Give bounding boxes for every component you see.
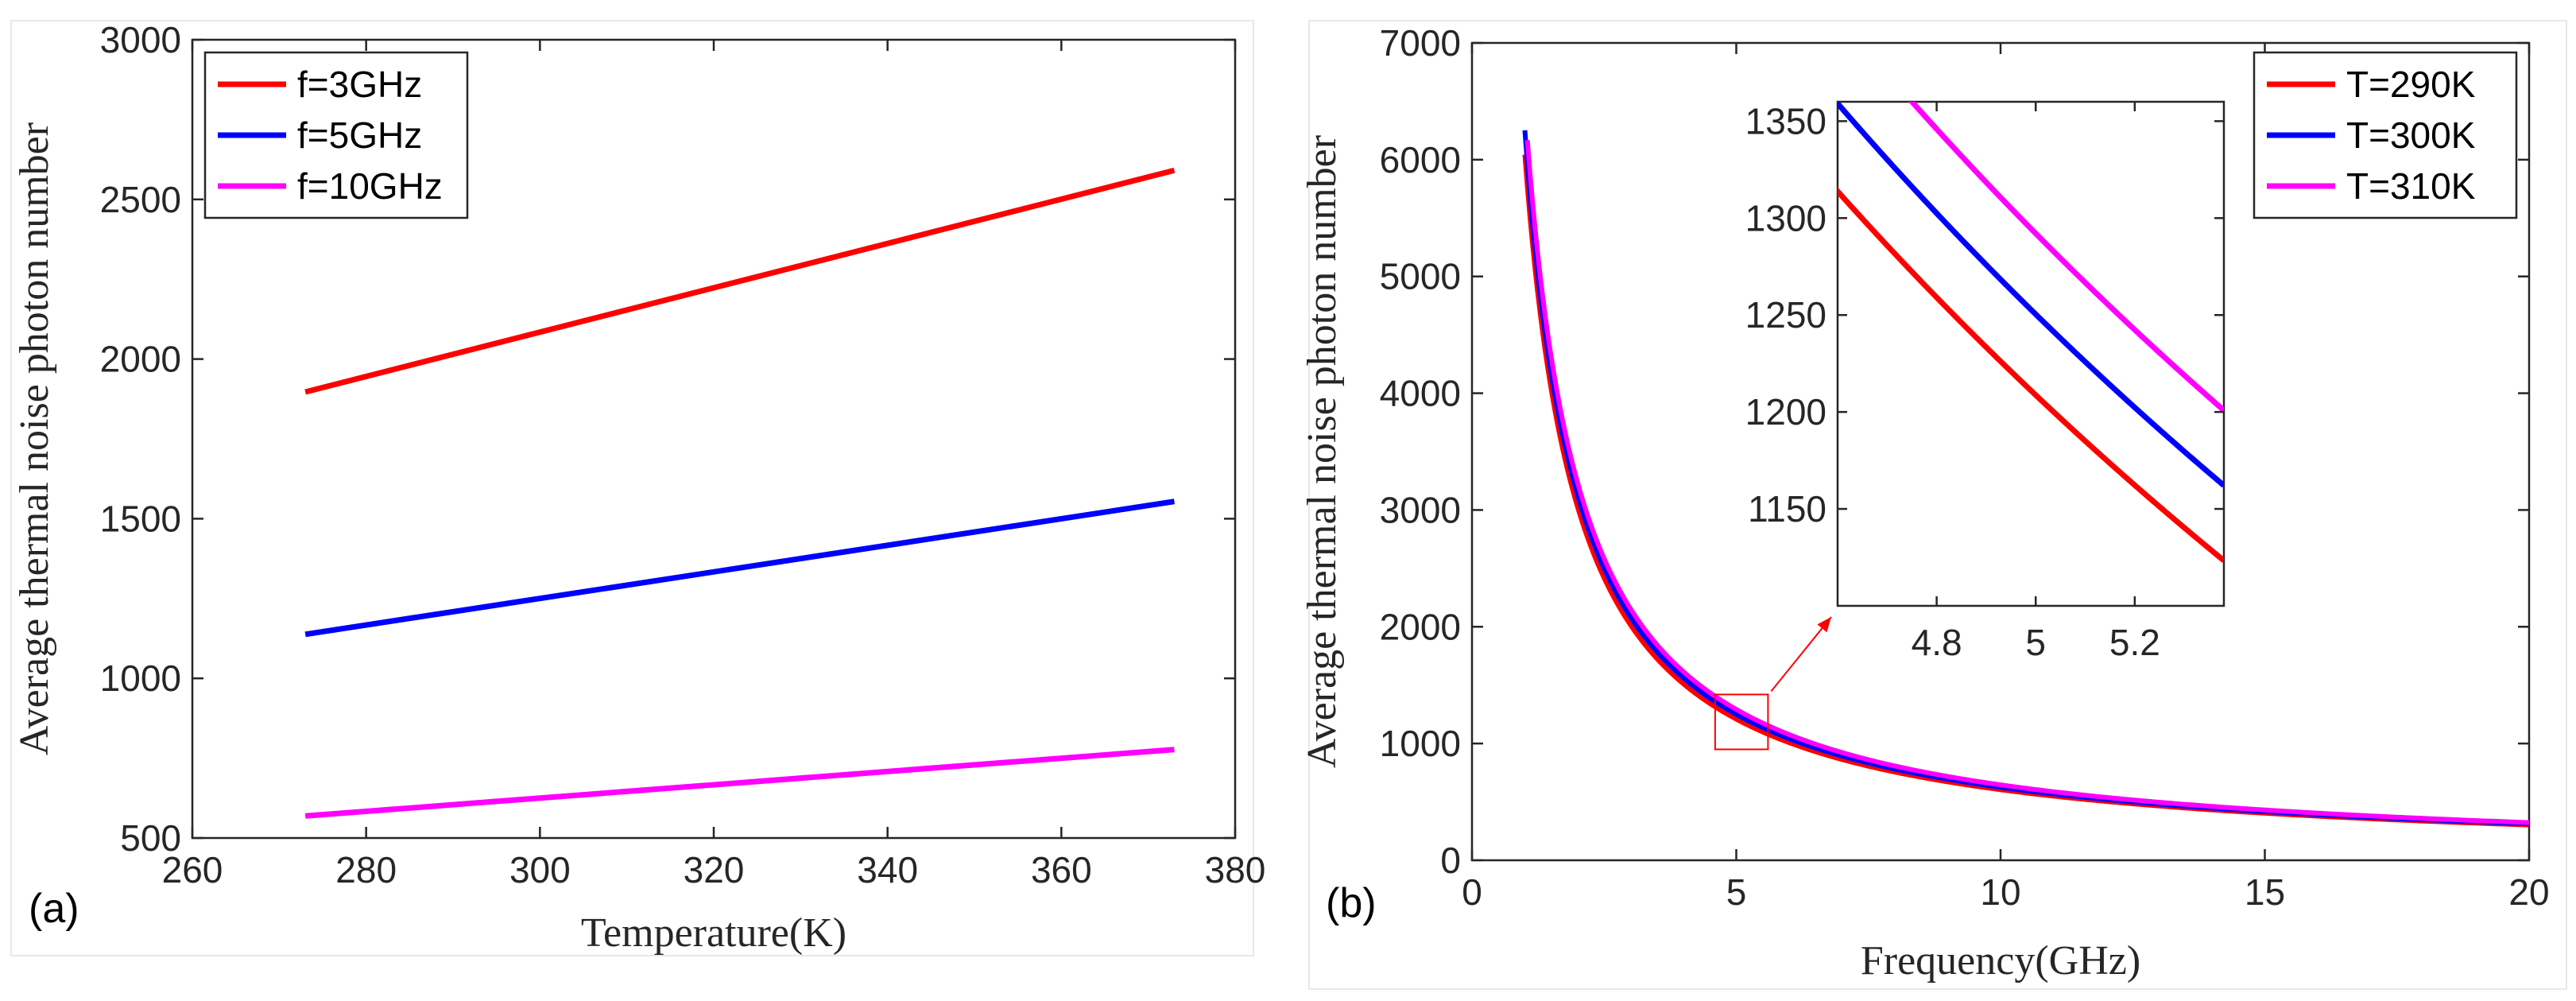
panel-a-legend-label: f=5GHz bbox=[297, 114, 422, 156]
panel-a-x-tick-label: 380 bbox=[1205, 849, 1266, 890]
zoom-arrow-line bbox=[1770, 616, 1832, 693]
panel-a-x-tick-label: 360 bbox=[1031, 849, 1092, 890]
panel-a-x-tick-label: 300 bbox=[509, 849, 571, 890]
panel-a-border bbox=[10, 20, 1254, 956]
panel-b-x-tick-label: 5 bbox=[1726, 871, 1747, 913]
panel-a-legend-label: f=3GHz bbox=[297, 64, 422, 105]
panel-b-y-tick-label: 2000 bbox=[1380, 606, 1461, 647]
panel-b-panel-label: (b) bbox=[1326, 880, 1377, 926]
panel-b-legend-label: T=310K bbox=[2346, 165, 2476, 207]
inset-y-tick-label: 1250 bbox=[1745, 294, 1826, 336]
inset-series-line bbox=[1838, 187, 2224, 563]
panel-a-y-axis-label: Average thermal noise photon number bbox=[12, 122, 57, 755]
inset-x-tick-label: 4.8 bbox=[1912, 622, 1962, 663]
panel-a-x-tick-label: 320 bbox=[684, 849, 745, 890]
panel-a-y-tick-label: 1000 bbox=[100, 658, 181, 699]
zoom-arrow-head bbox=[1817, 617, 1831, 633]
inset-x-tick-label: 5.2 bbox=[2109, 622, 2160, 663]
panel-b-x-tick-label: 10 bbox=[1980, 871, 2020, 913]
panel-a-x-tick-label: 260 bbox=[162, 849, 223, 890]
panel-a-series-line bbox=[304, 167, 1176, 395]
panel-b-y-tick-label: 1000 bbox=[1380, 723, 1461, 764]
panel-a-legend-label: f=10GHz bbox=[297, 165, 443, 207]
inset-x-tick-label: 5 bbox=[2025, 622, 2046, 663]
panel-b-zoom-box bbox=[1714, 693, 1769, 751]
panel-b-x-tick-label: 15 bbox=[2245, 871, 2285, 913]
panel-a-x-axis-label: Temperature(K) bbox=[581, 910, 846, 956]
panel-a-series-line bbox=[304, 499, 1175, 638]
panel-a-x-tick-label: 280 bbox=[335, 849, 397, 890]
panel-a-series-line bbox=[304, 747, 1175, 819]
panel-b-y-tick-label: 7000 bbox=[1380, 22, 1461, 64]
inset-y-tick-label: 1150 bbox=[1748, 488, 1826, 530]
panel-b-y-tick-label: 0 bbox=[1440, 840, 1461, 881]
panel-b-y-tick-label: 4000 bbox=[1380, 373, 1461, 414]
panel-a-panel-label: (a) bbox=[29, 886, 79, 932]
panel-b-y-tick-label: 6000 bbox=[1380, 139, 1461, 180]
panel-a-y-tick-label: 500 bbox=[120, 817, 181, 859]
panel-a-y-tick-label: 1500 bbox=[100, 498, 181, 539]
panel-b-y-tick-label: 3000 bbox=[1380, 489, 1461, 530]
inset-series-line bbox=[1908, 102, 2224, 413]
inset-y-tick-label: 1200 bbox=[1745, 391, 1826, 433]
panel-b-legend-label: T=300K bbox=[2346, 114, 2476, 156]
panel-b-y-axis-label: Average thermal noise photon number bbox=[1300, 135, 1345, 768]
panel-b-x-tick-label: 0 bbox=[1462, 871, 1482, 913]
panel-b-x-tick-label: 20 bbox=[2508, 871, 2549, 913]
inset-series-line bbox=[1838, 102, 2224, 488]
panel-a-y-tick-label: 2500 bbox=[100, 179, 181, 220]
inset-y-tick-label: 1350 bbox=[1745, 100, 1826, 142]
panel-a-y-tick-label: 3000 bbox=[100, 19, 181, 60]
panel-b-y-tick-label: 5000 bbox=[1380, 256, 1461, 297]
panel-b-series-line bbox=[1524, 140, 2530, 825]
panel-b-border bbox=[1308, 20, 2567, 990]
inset-y-tick-label: 1300 bbox=[1745, 197, 1826, 239]
panel-a-y-tick-label: 2000 bbox=[100, 339, 181, 380]
panel-b-x-axis-label: Frequency(GHz) bbox=[1861, 938, 2140, 984]
panel-b-legend-label: T=290K bbox=[2346, 64, 2476, 105]
inset-plot-area bbox=[1836, 100, 2225, 607]
panel-a-x-tick-label: 340 bbox=[857, 849, 918, 890]
